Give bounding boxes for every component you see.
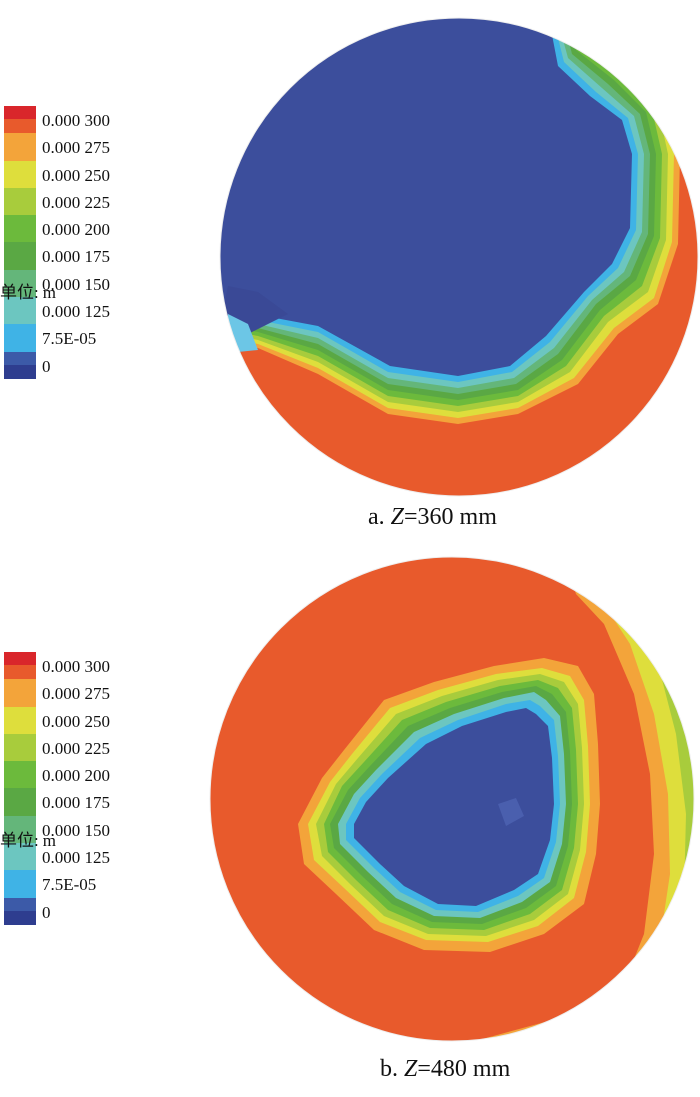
legend-label: 0.000 150 bbox=[42, 274, 110, 294]
legend-swatch bbox=[4, 733, 36, 762]
legend-swatch bbox=[4, 761, 36, 789]
legend-swatch bbox=[4, 870, 36, 898]
panel-b: 0.000 300 0.000 275 0.000 250 0.000 225 … bbox=[0, 548, 700, 1097]
panel-a: 0.000 300 0.000 275 0.000 250 0.000 225 … bbox=[0, 0, 700, 548]
caption-var: Z bbox=[404, 1056, 418, 1082]
legend-label: 0 bbox=[42, 356, 51, 376]
legend-label: 0.000 250 bbox=[42, 711, 110, 731]
unit-label: 单位: m bbox=[0, 278, 56, 303]
unit-value: m bbox=[42, 283, 56, 302]
legend-swatch bbox=[4, 324, 36, 352]
legend-swatch bbox=[4, 297, 36, 325]
legend-swatch bbox=[4, 215, 36, 243]
legend-label: 0.000 175 bbox=[42, 793, 110, 813]
legend-swatch bbox=[4, 364, 36, 379]
legend-label: 7.5E-05 bbox=[42, 875, 97, 895]
blob-low bbox=[354, 708, 554, 906]
legend-swatch bbox=[4, 843, 36, 871]
blob-low-patch bbox=[498, 798, 524, 826]
legend-label: 0.000 150 bbox=[42, 820, 110, 840]
legend-swatch bbox=[4, 133, 36, 161]
legend-label: 0.000 225 bbox=[42, 738, 110, 758]
caption-value: =480 mm bbox=[417, 1056, 511, 1082]
caption-prefix: b. bbox=[380, 1056, 404, 1082]
unit-text: 单位: bbox=[0, 283, 39, 302]
caption-value: =360 mm bbox=[404, 504, 497, 530]
legend-swatch bbox=[4, 652, 36, 665]
legend-label: 0.000 300 bbox=[42, 111, 110, 130]
legend-swatch bbox=[4, 269, 36, 298]
legend-label: 0 bbox=[42, 902, 51, 922]
legend-swatch bbox=[4, 106, 36, 119]
legend-swatch bbox=[4, 679, 36, 707]
unit-label: 单位: m bbox=[0, 826, 56, 851]
contour-disk-a bbox=[219, 17, 699, 497]
legend-swatch bbox=[4, 119, 36, 134]
legend-label: 0.000 300 bbox=[42, 657, 110, 676]
unit-value: m bbox=[42, 831, 56, 850]
disk-outline bbox=[209, 556, 695, 1042]
legend-swatch bbox=[4, 665, 36, 680]
disk-outline bbox=[219, 17, 699, 497]
caption-a: a. Z=360 mm bbox=[368, 504, 497, 531]
legend-label: 0.000 225 bbox=[42, 192, 110, 212]
legend-label: 0.000 125 bbox=[42, 848, 110, 868]
legend-label: 0.000 275 bbox=[42, 138, 110, 158]
legend-swatch bbox=[4, 897, 36, 911]
legend-label: 0.000 275 bbox=[42, 684, 110, 704]
legend-swatch bbox=[4, 815, 36, 844]
contour-disk-b bbox=[209, 556, 695, 1042]
legend-swatch bbox=[4, 351, 36, 365]
legend-label: 0.000 200 bbox=[42, 766, 110, 786]
legend-swatch bbox=[4, 706, 36, 734]
caption-var: Z bbox=[390, 504, 405, 530]
legend-label: 7.5E-05 bbox=[42, 329, 97, 349]
unit-text: 单位: bbox=[0, 831, 39, 850]
edge-band-orange bbox=[464, 557, 694, 1041]
legend-swatch bbox=[4, 160, 36, 188]
caption-prefix: a. bbox=[368, 504, 391, 530]
legend-label: 0.000 175 bbox=[42, 247, 110, 267]
legend-swatch bbox=[4, 788, 36, 816]
legend-label: 0.000 200 bbox=[42, 220, 110, 240]
legend-swatch bbox=[4, 242, 36, 270]
legend-label: 0.000 125 bbox=[42, 302, 110, 322]
legend-label: 0.000 250 bbox=[42, 165, 110, 185]
caption-b: b. Z=480 mm bbox=[380, 1056, 510, 1083]
legend-swatch bbox=[4, 910, 36, 925]
legend-swatch bbox=[4, 187, 36, 216]
region-low bbox=[220, 18, 632, 376]
